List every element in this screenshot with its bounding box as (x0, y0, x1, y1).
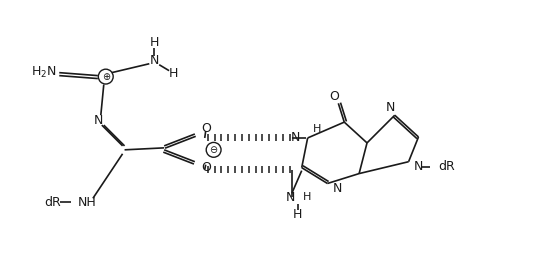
Text: H: H (168, 67, 178, 80)
Text: H: H (150, 36, 159, 50)
Text: N: N (386, 101, 396, 114)
Text: H$_2$N: H$_2$N (31, 65, 56, 80)
Text: NH: NH (78, 196, 97, 209)
Text: ⊕: ⊕ (102, 72, 110, 81)
Text: O: O (201, 122, 210, 135)
Text: dR: dR (44, 196, 61, 209)
Text: dR: dR (438, 160, 455, 173)
Text: O: O (329, 90, 339, 103)
Text: N: N (150, 54, 159, 67)
Text: H: H (302, 192, 311, 202)
Text: N: N (286, 191, 295, 204)
Text: H: H (293, 208, 302, 221)
Text: N: N (333, 182, 342, 195)
Text: O: O (201, 161, 210, 174)
Text: H: H (312, 124, 321, 134)
Text: ⊖: ⊖ (209, 145, 218, 155)
Text: N: N (414, 160, 423, 173)
Text: N: N (290, 132, 300, 144)
Text: N: N (94, 114, 104, 127)
